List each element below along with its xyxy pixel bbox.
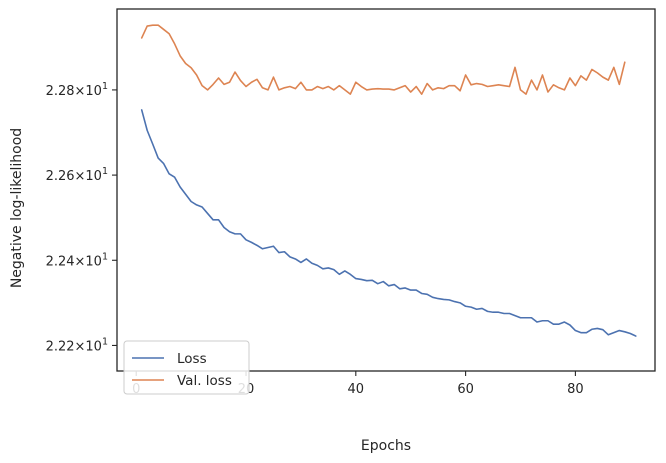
- y-tick-label: 2.26×101: [46, 166, 108, 184]
- x-tick-label: 60: [457, 382, 474, 397]
- y-tick-label: 2.24×101: [46, 251, 108, 269]
- x-axis-label: Epochs: [361, 438, 411, 454]
- legend: Loss Val. loss: [123, 340, 250, 395]
- series-line-val-loss: [140, 24, 626, 95]
- legend-label-loss: Loss: [177, 351, 207, 367]
- y-tick-label: 2.28×101: [46, 81, 108, 99]
- axes-frame: [116, 8, 656, 372]
- y-tick-label: 2.22×101: [46, 336, 108, 354]
- plot-area: [140, 24, 637, 337]
- x-tick-label: 80: [567, 382, 584, 397]
- y-axis: 2.22×101 2.24×101 2.26×101 2.28×101: [46, 81, 117, 354]
- y-axis-label: Negative log-likelihood: [9, 128, 25, 288]
- series-line-loss: [140, 109, 637, 337]
- x-tick-label: 40: [348, 382, 365, 397]
- legend-label-val-loss: Val. loss: [177, 373, 232, 389]
